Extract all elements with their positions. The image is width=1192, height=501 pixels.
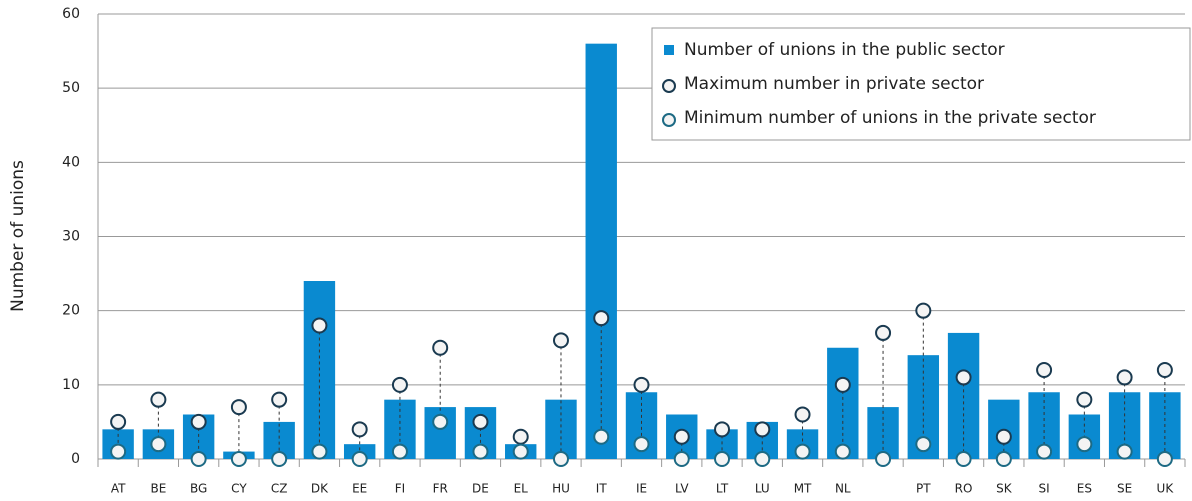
private-marker xyxy=(834,443,851,460)
y-tick-label: 30 xyxy=(62,229,80,245)
x-tick-label: LT xyxy=(716,482,729,496)
x-tick-label: LU xyxy=(755,482,770,496)
private-marker xyxy=(271,451,288,467)
x-tick-label: EL xyxy=(514,482,529,496)
private-marker xyxy=(995,428,1012,445)
private-marker xyxy=(351,451,368,467)
legend-label: Maximum number in private sector xyxy=(684,74,984,94)
y-axis-label: Number of unions xyxy=(8,160,28,312)
private-marker xyxy=(633,436,650,453)
private-marker xyxy=(1116,443,1133,460)
private-marker xyxy=(391,376,408,393)
private-marker xyxy=(915,302,932,319)
x-tick-label: ES xyxy=(1077,482,1092,496)
y-tick-label: 10 xyxy=(62,377,80,393)
x-tick-label: DK xyxy=(311,482,329,496)
private-marker xyxy=(1036,362,1053,378)
legend-swatch xyxy=(662,113,676,127)
x-tick-label: IE xyxy=(636,482,647,496)
x-tick-label: CZ xyxy=(271,482,288,496)
private-marker xyxy=(512,428,529,445)
private-marker xyxy=(593,310,610,327)
private-marker xyxy=(673,451,690,467)
x-tick-label: EE xyxy=(352,482,367,496)
x-tick-label: SE xyxy=(1117,482,1132,496)
x-tick-label: PT xyxy=(916,482,931,496)
private-marker xyxy=(110,443,127,460)
private-marker xyxy=(311,317,328,334)
private-marker xyxy=(1156,451,1173,467)
private-marker xyxy=(955,451,972,467)
legend-swatch xyxy=(664,45,674,55)
x-tick-label: RO xyxy=(955,482,973,496)
x-tick-label: FI xyxy=(395,482,405,496)
private-marker xyxy=(875,324,892,341)
private-marker xyxy=(673,428,690,445)
legend-label: Number of unions in the public sector xyxy=(684,40,1005,60)
legend-label: Minimum number of unions in the private … xyxy=(684,108,1096,128)
private-marker xyxy=(432,339,449,356)
private-marker xyxy=(915,436,932,453)
private-marker xyxy=(230,399,247,416)
x-tick-label: DE xyxy=(472,482,489,496)
private-marker xyxy=(875,451,892,467)
private-marker xyxy=(190,413,207,430)
private-marker xyxy=(552,332,569,349)
x-tick-label: CY xyxy=(231,482,247,496)
private-marker xyxy=(794,443,811,460)
private-marker xyxy=(512,443,529,460)
private-marker xyxy=(834,376,851,393)
x-tick-label: MT xyxy=(794,482,812,496)
private-marker xyxy=(472,443,489,460)
private-marker xyxy=(1076,391,1093,408)
private-marker xyxy=(150,436,167,453)
legend-swatch xyxy=(662,79,676,93)
private-marker xyxy=(633,376,650,393)
private-marker xyxy=(230,451,247,467)
x-tick-label: SK xyxy=(996,482,1013,496)
y-tick-label: 0 xyxy=(71,451,80,467)
private-marker xyxy=(714,451,731,467)
private-marker xyxy=(1076,436,1093,453)
y-tick-label: 60 xyxy=(62,6,80,22)
private-marker xyxy=(714,421,731,438)
private-marker xyxy=(110,413,127,430)
private-marker xyxy=(432,413,449,430)
x-tick-label: LV xyxy=(675,482,689,496)
x-tick-label: BG xyxy=(190,482,207,496)
private-marker xyxy=(995,451,1012,467)
private-marker xyxy=(351,421,368,438)
private-marker xyxy=(150,391,167,408)
private-marker xyxy=(472,413,489,430)
private-marker xyxy=(1036,443,1053,460)
bar xyxy=(585,43,617,460)
private-marker xyxy=(593,428,610,445)
bar xyxy=(867,407,899,459)
private-marker xyxy=(794,406,811,423)
private-marker xyxy=(190,451,207,467)
x-tick-label: NL xyxy=(835,482,851,496)
x-tick-label: BE xyxy=(150,482,166,496)
x-tick-label: HU xyxy=(552,482,570,496)
y-tick-label: 50 xyxy=(62,80,80,96)
legend-box xyxy=(651,27,1191,141)
private-marker xyxy=(1156,362,1173,378)
private-marker xyxy=(271,391,288,408)
y-tick-label: 40 xyxy=(62,154,80,170)
y-tick-label: 20 xyxy=(62,303,80,319)
x-tick-label: AT xyxy=(111,482,126,496)
private-marker xyxy=(391,443,408,460)
private-marker xyxy=(311,443,328,460)
private-marker xyxy=(1116,369,1133,386)
x-tick-label: FR xyxy=(433,482,448,496)
private-marker xyxy=(552,451,569,467)
private-marker xyxy=(955,369,972,386)
x-tick-label: IT xyxy=(596,482,608,496)
x-tick-label: UK xyxy=(1157,482,1175,496)
x-tick-label: SI xyxy=(1039,482,1050,496)
private-marker xyxy=(754,421,771,438)
private-marker xyxy=(754,451,771,467)
